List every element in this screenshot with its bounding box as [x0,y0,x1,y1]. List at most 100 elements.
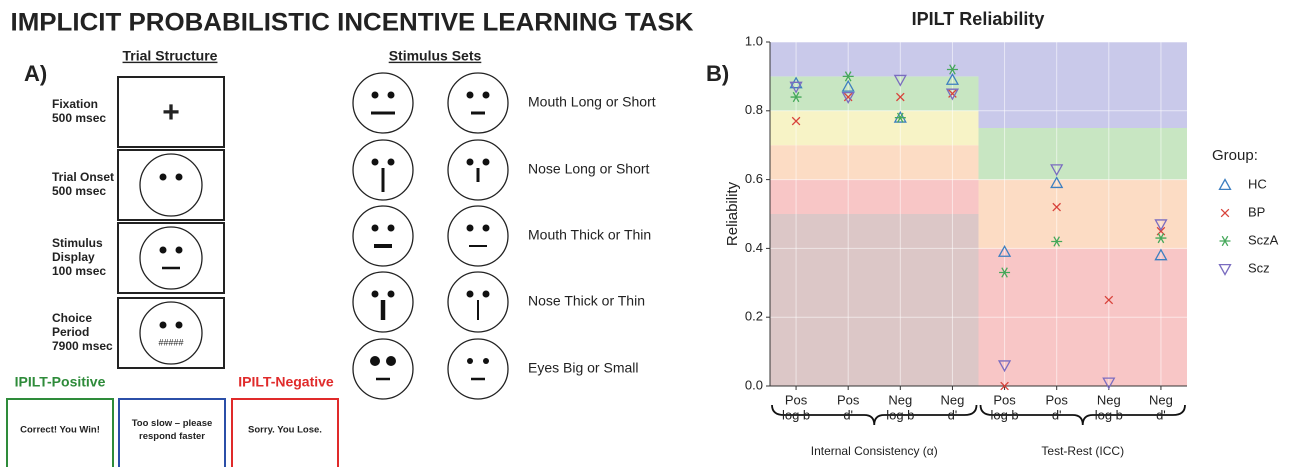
trial-step-label: 500 msec [52,184,106,198]
x-tick-label: Neg [941,392,965,407]
face-outline [140,154,202,216]
face-outline [140,302,202,364]
trial-step-label: Display [52,250,95,264]
feedback-message: Correct! You Win! [20,425,100,436]
legend-title: Group: [1212,147,1258,164]
stimulus-set-label: Mouth Long or Short [528,94,656,110]
legend-label: Scz [1248,260,1270,275]
face-outline [140,227,202,289]
y-tick-label: 0.2 [745,309,763,324]
legend-marker [1221,209,1229,217]
x-tick-label: log b [1095,407,1123,422]
face-outline [353,73,413,133]
chart-title: IPILT Reliability [912,9,1045,29]
stimulus-set-label: Mouth Thick or Thin [528,227,651,243]
x-tick-label: d' [843,407,853,422]
face-eye [386,356,396,366]
x-tick-label: d' [948,407,958,422]
face-eye [483,358,489,364]
x-tick-label: Pos [1045,392,1068,407]
face-eye [372,92,379,99]
face-eye [467,92,474,99]
face-eye [370,356,380,366]
trial-step-label: Period [52,325,89,339]
x-tick-label: log b [886,407,914,422]
feedback-message: Too slow – please [132,418,213,429]
group-label: Test-Rest (ICC) [1041,444,1124,458]
y-tick-label: 0.8 [745,102,763,117]
x-tick-label: Pos [993,392,1016,407]
face-eye [467,159,474,166]
x-tick-label: log b [990,407,1018,422]
section-heading: Stimulus Sets [389,48,482,64]
figure-title: IMPLICIT PROBABILISTIC INCENTIVE LEARNIN… [11,9,694,37]
legend-marker [1220,236,1231,246]
face-eye [388,225,395,232]
face-outline [353,339,413,399]
feedback-message: respond faster [139,431,205,442]
face-eye [388,159,395,166]
feedback-message: Sorry. You Lose. [248,425,322,436]
x-tick-label: Pos [837,392,860,407]
fixation-cross: + [162,96,180,129]
face-eye [176,322,183,329]
face-eye [483,291,490,298]
face-eye [160,322,167,329]
reliability-band [770,214,979,386]
x-tick-label: d' [1052,407,1062,422]
face-outline [448,73,508,133]
legend-label: SczA [1248,232,1279,247]
face-eye [176,247,183,254]
choice-prompt: ##### [158,337,183,347]
face-eye [160,247,167,254]
feedback-label: IPILT-Negative [238,374,334,390]
trial-step-label: Stimulus [52,236,103,250]
group-label: Internal Consistency (α) [811,444,938,458]
face-outline [353,206,413,266]
legend-marker [1220,265,1231,275]
face-outline [448,206,508,266]
trial-step-label: Fixation [52,97,98,111]
stimulus-set-label: Nose Thick or Thin [528,293,645,309]
face-eye [467,358,473,364]
stimulus-set-label: Eyes Big or Small [528,360,638,376]
panel-label: B) [706,61,729,86]
face-eye [483,159,490,166]
panel-label: A) [24,61,47,86]
face-eye [372,291,379,298]
reliability-band [770,111,979,145]
x-tick-label: Neg [1097,392,1121,407]
face-eye [467,291,474,298]
y-axis-label: Reliability [724,181,741,246]
legend-marker [1220,180,1231,190]
x-tick-label: log b [782,407,810,422]
x-tick-label: Neg [888,392,912,407]
stimulus-set-label: Nose Long or Short [528,161,650,177]
feedback-label: IPILT-Positive [15,374,106,390]
face-eye [388,92,395,99]
x-tick-label: d' [1156,407,1166,422]
face-eye [372,225,379,232]
legend-label: HC [1248,176,1267,191]
face-eye [467,225,474,232]
y-tick-label: 1.0 [745,33,763,48]
reliability-band [770,76,979,110]
reliability-band [770,145,979,179]
trial-step-label: 100 msec [52,264,106,278]
y-tick-label: 0.0 [745,377,763,392]
y-tick-label: 0.4 [745,240,763,255]
section-heading: Trial Structure [123,48,218,64]
figure: IMPLICIT PROBABILISTIC INCENTIVE LEARNIN… [0,0,1295,467]
reliability-band [770,180,979,214]
x-tick-label: Pos [785,392,808,407]
trial-step-label: 500 msec [52,111,106,125]
face-eye [483,225,490,232]
trial-step-label: Trial Onset [52,170,114,184]
legend-label: BP [1248,204,1265,219]
face-eye [483,92,490,99]
face-outline [448,339,508,399]
face-eye [160,174,167,181]
trial-step-label: 7900 msec [52,339,113,353]
y-tick-label: 0.6 [745,171,763,186]
trial-step-label: Choice [52,311,92,325]
